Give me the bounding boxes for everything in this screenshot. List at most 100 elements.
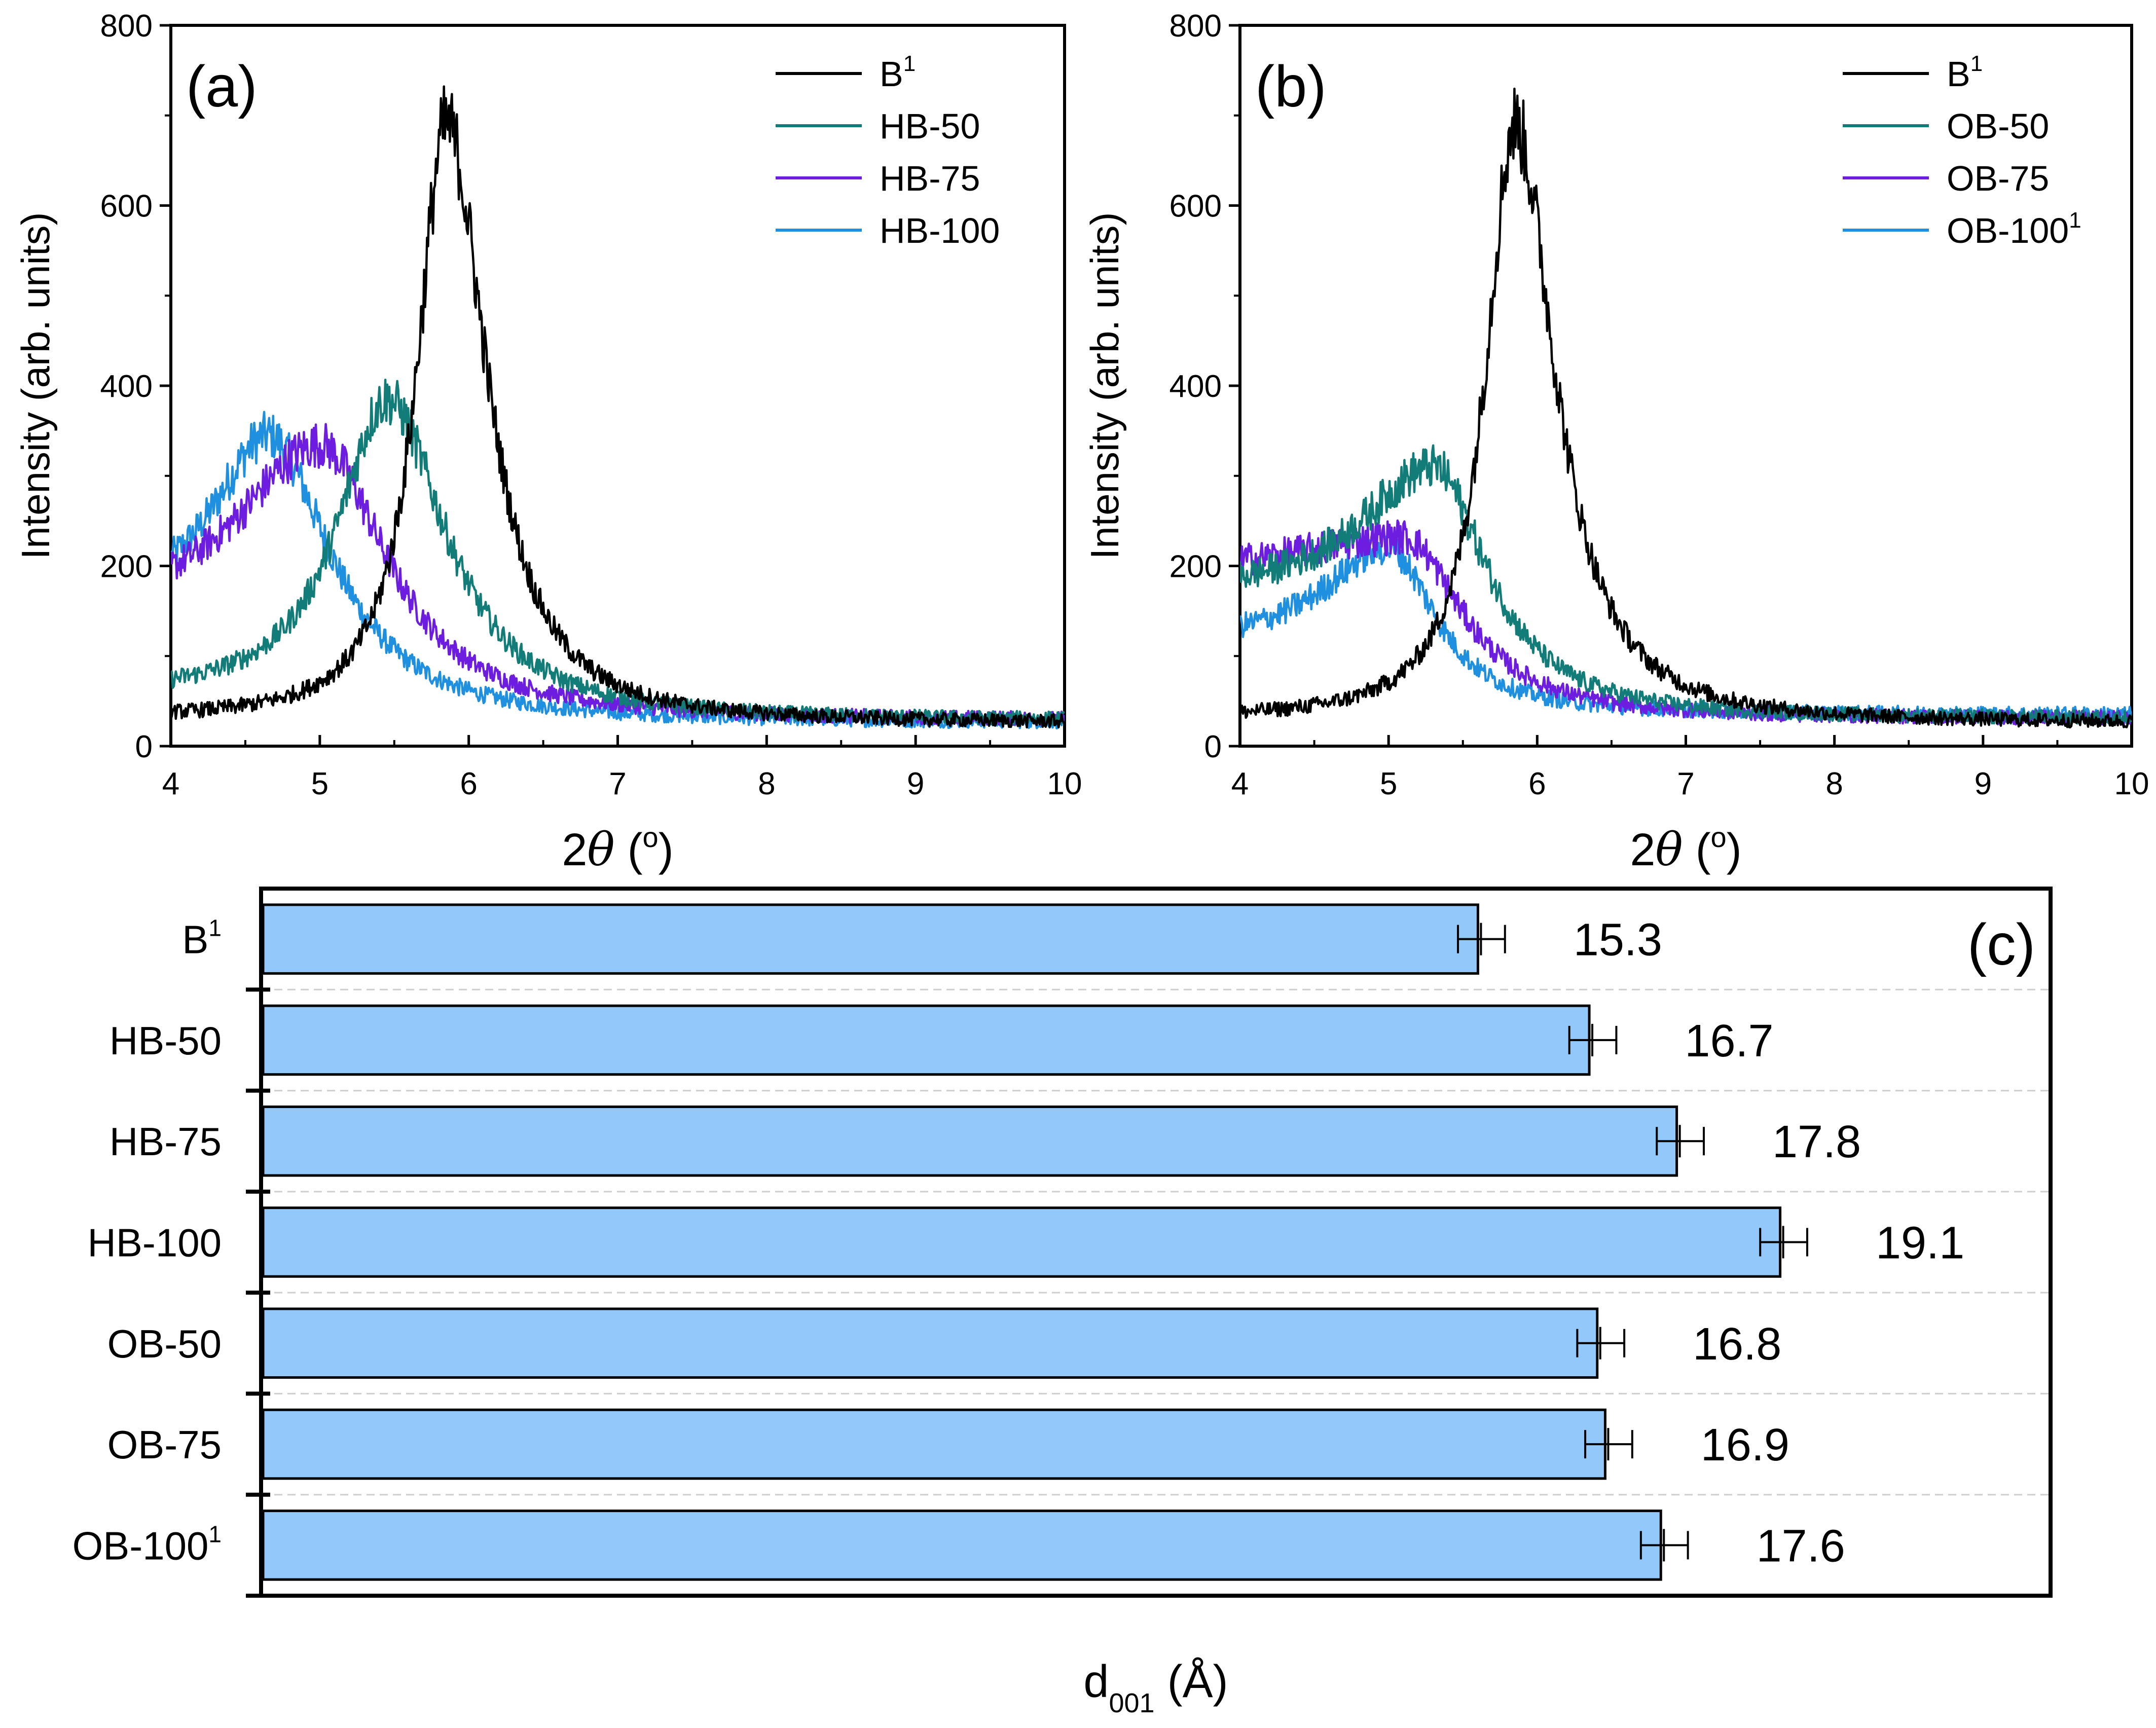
legend-label-main: OB-100 [1947,211,2069,250]
legend-label-sup: 1 [2069,208,2081,233]
x-axis-title-prefix: 2 [1630,825,1655,875]
x-axis-title-open: ( [1683,825,1711,875]
x-axis-title: d001 (Å) [1083,1657,1228,1718]
y-tick-label: 400 [1170,369,1222,404]
category-label-main: OB-50 [107,1321,222,1366]
x-axis-title-close: ) [659,825,674,875]
legend-label-sup: 1 [903,51,916,76]
y-tick-label: 400 [100,369,153,404]
x-axis-title-close: ) [1727,825,1742,875]
x-axis-title-theta: θ [587,823,614,876]
legend-label-hb-75: HB-75 [880,159,980,198]
y-tick-label: 200 [100,549,153,584]
x-tick-label: 9 [907,766,924,801]
y-tick-label: 0 [1204,729,1222,764]
x-axis-title: 2θ (o) [1630,821,1741,876]
bar-value-label: 17.8 [1772,1117,1861,1167]
bar-value-label: 16.9 [1701,1420,1789,1470]
x-tick-label: 7 [1677,766,1694,801]
legend-label-main: OB-50 [1947,106,2049,146]
legend-label-sup: 1 [1970,51,1983,76]
y-tick-label: 800 [1170,9,1222,44]
category-label: OB-75 [107,1422,222,1467]
series-line-b1 [1240,87,2132,728]
panel-a-line-chart: 4 5 6 7 8 9 10 0 200 400 600 800 Intensity (arb. uni… [13,9,1082,876]
y-axis-title: Intensity (arb. units) [1082,212,1127,560]
bar-5 [262,1408,1606,1480]
x-tick-label: 4 [1231,766,1249,801]
series-line-hb-75 [171,423,1065,726]
category-label-main: HB-100 [88,1221,222,1265]
y-axis-title: Intensity (arb. units) [13,212,58,560]
y-tick-label: 600 [100,189,153,224]
bar-value-label: 19.1 [1876,1218,1964,1269]
x-tick-label: 8 [1825,766,1843,801]
category-label-sup: 1 [208,1521,222,1547]
category-label-main: OB-75 [107,1422,222,1467]
bar-value-label: 15.3 [1574,915,1662,966]
category-label: HB-100 [88,1221,222,1265]
x-axis-title-open: ( [615,825,643,875]
x-tick-label: 4 [162,766,179,801]
category-label: B1 [182,915,222,962]
panel-letter: (a) [186,54,258,119]
x-tick-label: 7 [609,766,626,801]
legend-label-main: OB-75 [1947,159,2049,198]
series-line-ob-50 [1240,444,2132,726]
x-tick-label: 6 [1528,766,1546,801]
x-tick-label: 10 [1047,766,1082,801]
legend-label-b1: B1 [1947,51,1983,94]
category-label: HB-50 [109,1018,222,1063]
x-axis-title-degree: o [1711,821,1727,853]
y-tick-label: 200 [1170,549,1222,584]
x-axis-title-main: d [1083,1657,1109,1707]
legend-label-ob-75: OB-75 [1947,159,2049,198]
y-tick-label: 0 [135,729,153,764]
x-axis-title-degree: o [643,821,659,853]
series-line-hb-100 [171,411,1065,730]
bar-6 [262,1510,1662,1581]
y-tick-label: 600 [1170,189,1222,224]
legend-label-b1: B1 [880,51,916,94]
panel-letter: (b) [1255,54,1327,119]
legend-label-main: B [880,54,903,94]
category-label-main: HB-75 [109,1119,222,1164]
x-axis-title-theta: θ [1655,823,1683,876]
x-axis-title-prefix: 2 [562,825,587,875]
x-tick-label: 10 [2114,766,2149,801]
bar-4 [262,1307,1599,1379]
legend-label-ob-100: OB-1001 [1947,208,2081,250]
category-label: OB-1001 [72,1521,222,1568]
bar-3 [262,1206,1782,1278]
legend-label-hb-100: HB-100 [880,211,1000,250]
series-line-b1 [171,85,1065,729]
legend-label-main: HB-50 [880,106,980,146]
x-tick-label: 6 [460,766,477,801]
legend-label-ob-50: OB-50 [1947,106,2049,146]
panel-c-bar-chart: 15.3B116.7HB-5017.8HB-7519.1HB-10016.8OB… [72,887,2053,1718]
x-axis-title: 2θ (o) [562,821,673,876]
bar-value-label: 17.6 [1757,1521,1845,1571]
panel-letter: (c) [1967,912,2035,977]
x-tick-label: 5 [1380,766,1397,801]
category-label-main: HB-50 [109,1018,222,1063]
category-label: OB-50 [107,1321,222,1366]
x-tick-label: 5 [311,766,328,801]
legend-label-main: HB-100 [880,211,1000,250]
category-label-sup: 1 [208,915,222,941]
bar-frame [259,887,2053,1598]
category-label-main: B [182,917,208,962]
x-tick-label: 8 [758,766,775,801]
bar-value-label: 16.7 [1685,1016,1773,1067]
x-axis-title-unit: (Å) [1155,1657,1228,1707]
panel-b-line-chart: 4 5 6 7 8 9 10 0 200 400 600 800 Intensity (arb. uni… [1082,9,2149,876]
category-label-main: OB-100 [72,1523,209,1568]
x-tick-label: 9 [1975,766,1992,801]
bar-0 [262,903,1479,975]
y-tick-label: 800 [100,9,153,44]
legend-label-main: HB-75 [880,159,980,198]
category-label: HB-75 [109,1119,222,1164]
series-line-ob-100 [1240,533,2132,722]
bar-value-label: 16.8 [1693,1319,1781,1370]
